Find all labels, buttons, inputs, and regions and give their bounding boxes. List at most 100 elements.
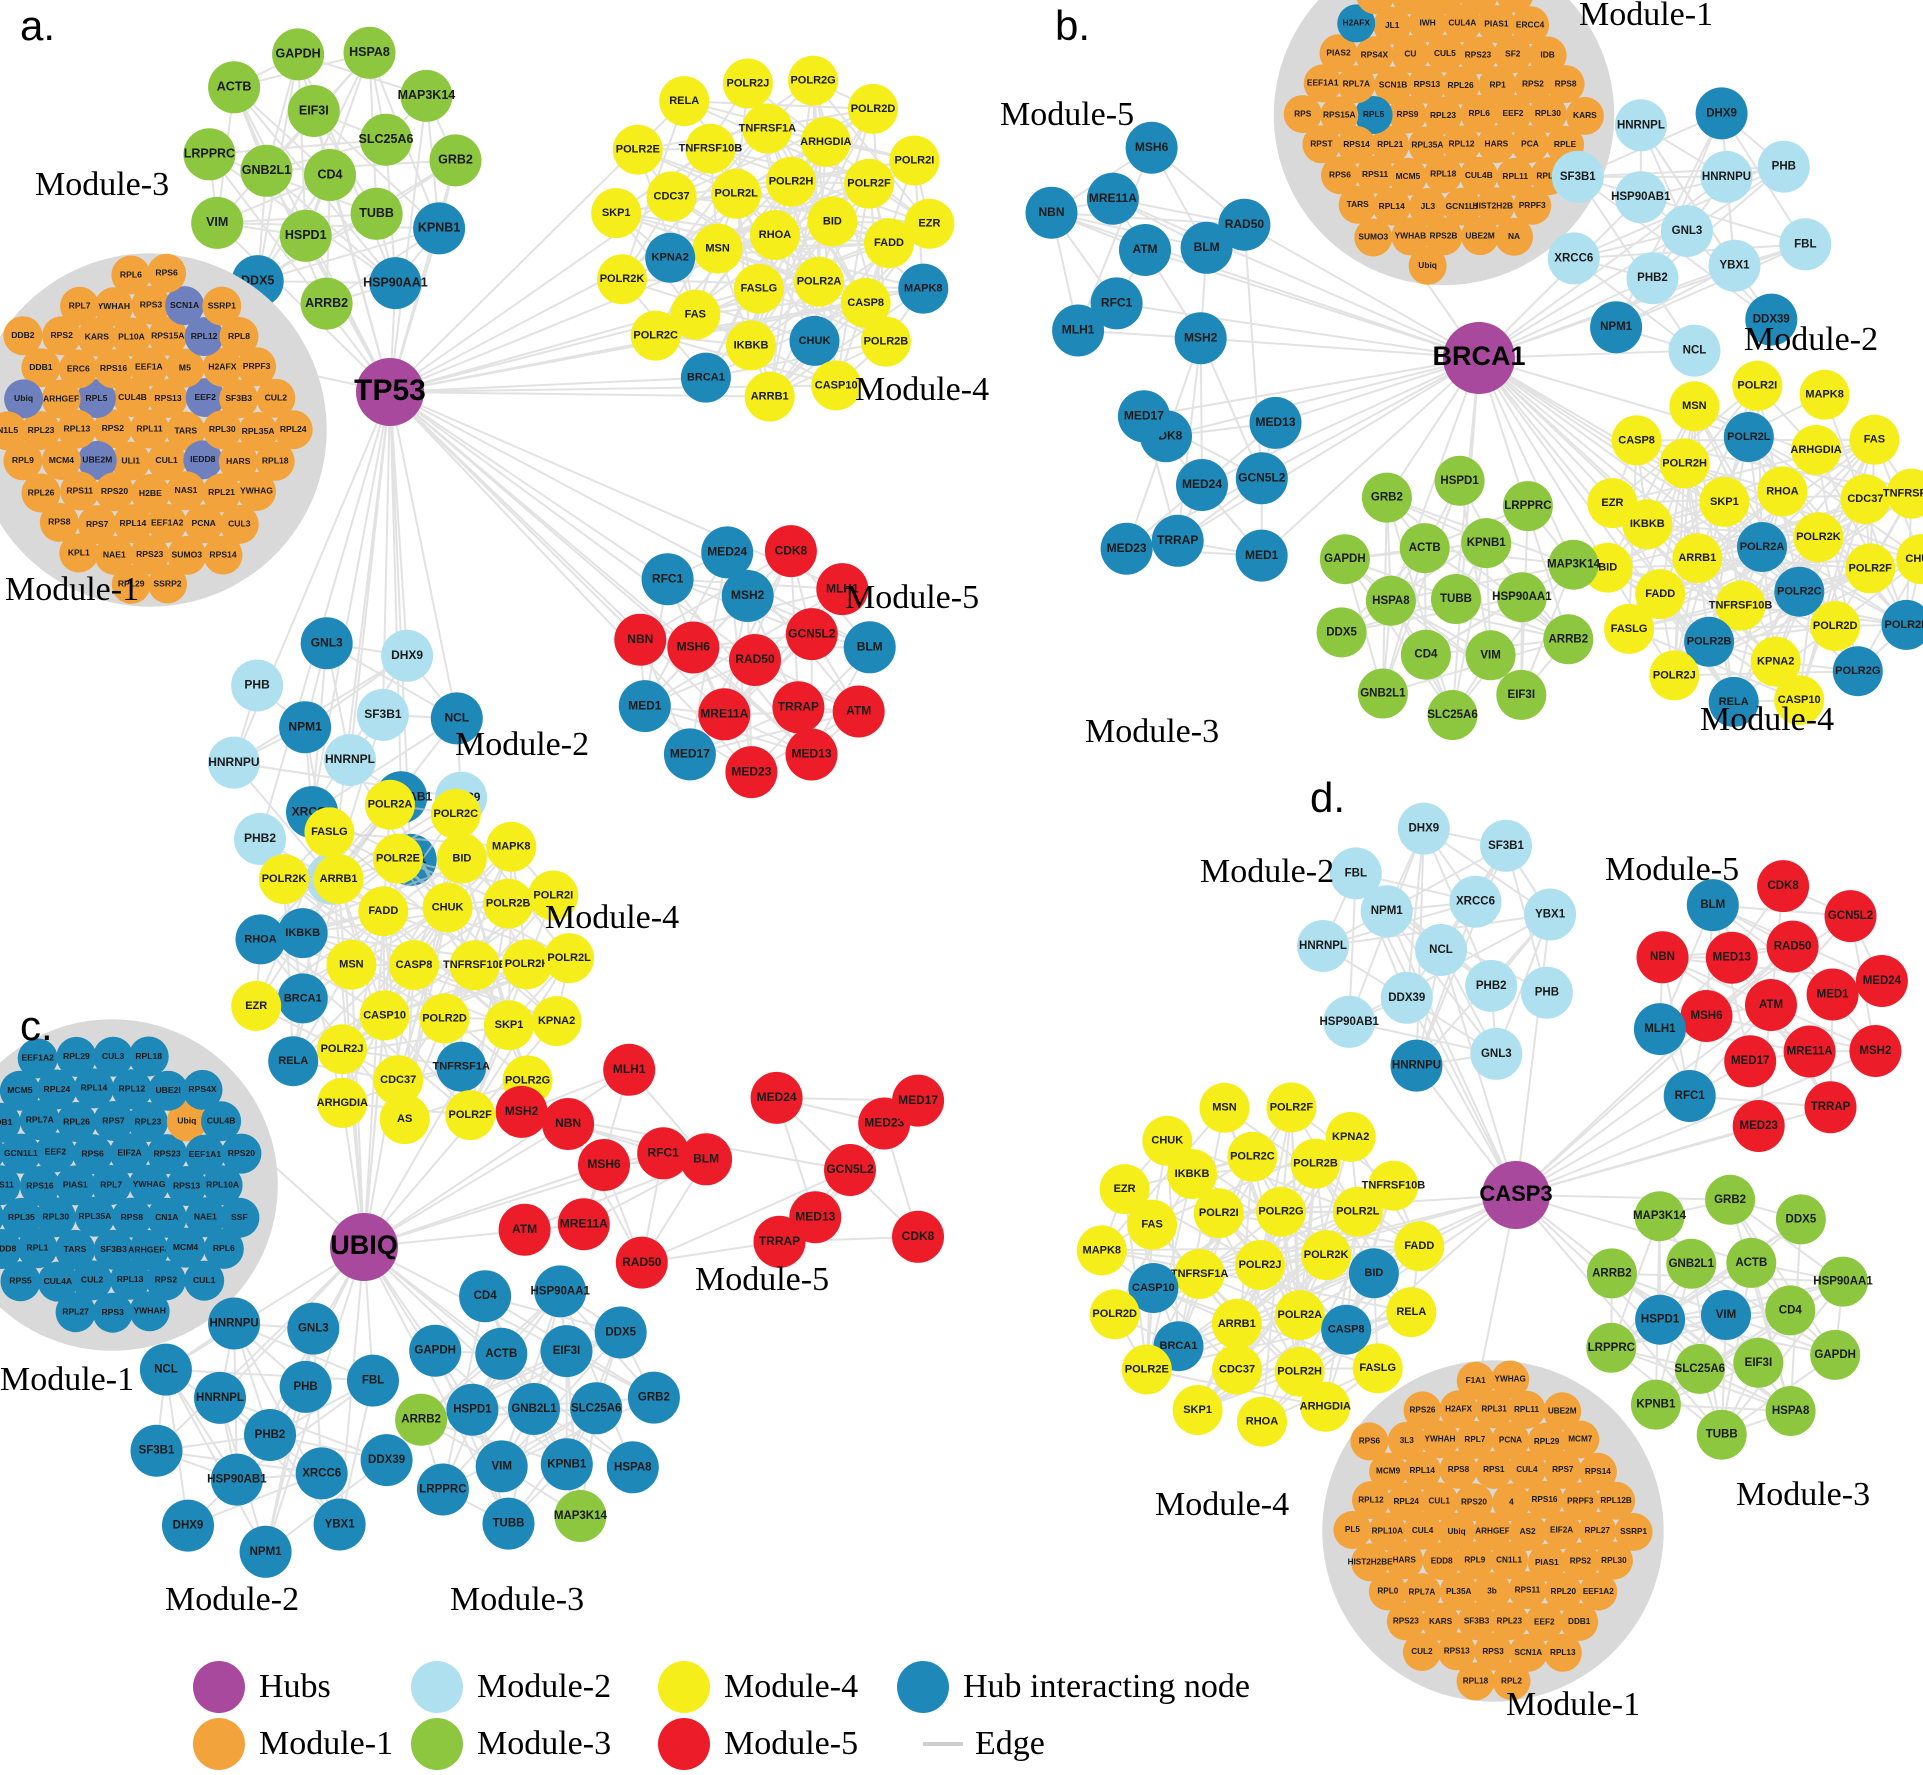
- svg-text:BLM: BLM: [1194, 240, 1220, 254]
- svg-text:CUL4: CUL4: [1412, 1526, 1434, 1535]
- svg-text:RPS6: RPS6: [1329, 169, 1351, 179]
- svg-text:RPS3: RPS3: [140, 299, 163, 309]
- svg-text:CUL1: CUL1: [193, 1275, 216, 1285]
- svg-text:HSP90AA1: HSP90AA1: [530, 1285, 590, 1297]
- svg-text:RPS6: RPS6: [1359, 1437, 1381, 1446]
- svg-text:RPS11: RPS11: [66, 485, 93, 495]
- svg-text:KPNA2: KPNA2: [652, 252, 689, 264]
- svg-text:RPL35: RPL35: [8, 1212, 35, 1222]
- svg-text:CASP10: CASP10: [363, 1009, 406, 1021]
- svg-text:ATM: ATM: [512, 1222, 537, 1236]
- svg-text:CU: CU: [1404, 48, 1416, 58]
- svg-text:EEF1A1: EEF1A1: [1307, 78, 1339, 88]
- svg-text:RPL29: RPL29: [1534, 1437, 1560, 1446]
- svg-text:FAS: FAS: [685, 309, 706, 321]
- svg-text:MCM4: MCM4: [173, 1242, 199, 1252]
- svg-text:RPL8: RPL8: [228, 331, 250, 341]
- svg-text:NPM1: NPM1: [1600, 321, 1633, 333]
- svg-text:FBL: FBL: [1345, 867, 1367, 879]
- svg-text:DDB1: DDB1: [29, 362, 53, 372]
- svg-text:BID: BID: [1364, 1267, 1383, 1279]
- svg-text:RHOA: RHOA: [759, 229, 791, 241]
- svg-text:RFC1: RFC1: [652, 571, 684, 585]
- svg-text:CASP3: CASP3: [1479, 1181, 1552, 1206]
- svg-text:Module-2: Module-2: [455, 726, 589, 763]
- svg-text:Module-4: Module-4: [1155, 1486, 1289, 1523]
- svg-text:ARHGDIA: ARHGDIA: [1300, 1401, 1351, 1413]
- svg-text:YWHAG: YWHAG: [133, 1179, 166, 1189]
- svg-text:MAP3K14: MAP3K14: [1547, 559, 1601, 571]
- svg-text:RPS26: RPS26: [1410, 1406, 1436, 1415]
- svg-text:HNRNPL: HNRNPL: [1617, 119, 1665, 131]
- svg-text:RPL7: RPL7: [69, 301, 91, 311]
- svg-text:PL5: PL5: [1345, 1525, 1360, 1534]
- svg-text:SKP1: SKP1: [602, 207, 631, 219]
- svg-text:RPS7: RPS7: [86, 519, 109, 529]
- svg-text:EEF2: EEF2: [1503, 108, 1524, 118]
- svg-text:MED24: MED24: [1182, 477, 1222, 491]
- svg-text:DDX5: DDX5: [1326, 626, 1357, 638]
- svg-text:POLR2A: POLR2A: [1277, 1309, 1322, 1321]
- svg-text:Module-5: Module-5: [1000, 96, 1134, 133]
- svg-text:EZR: EZR: [918, 218, 940, 230]
- svg-text:LRPPRC: LRPPRC: [1504, 500, 1551, 512]
- svg-text:PCNA: PCNA: [1499, 1436, 1522, 1445]
- svg-text:GNB2L1: GNB2L1: [1360, 688, 1406, 700]
- svg-text:MED1: MED1: [1817, 989, 1850, 1001]
- svg-text:POLR2C: POLR2C: [1230, 1151, 1275, 1163]
- svg-text:CD4: CD4: [1779, 1304, 1803, 1316]
- svg-text:RPS8: RPS8: [121, 1212, 144, 1222]
- svg-text:HSPD1: HSPD1: [1440, 475, 1479, 487]
- svg-text:Module-3: Module-3: [1736, 1476, 1870, 1513]
- svg-text:POLR2H: POLR2H: [505, 958, 550, 970]
- svg-text:XRCC6: XRCC6: [1456, 896, 1495, 908]
- svg-text:RPL10A: RPL10A: [1372, 1527, 1403, 1536]
- svg-text:PHB: PHB: [1535, 987, 1559, 999]
- svg-text:SLC25A6: SLC25A6: [1427, 709, 1478, 721]
- svg-text:RPST: RPST: [1310, 139, 1333, 149]
- svg-text:ARRB2: ARRB2: [305, 296, 348, 310]
- svg-text:RPL11: RPL11: [1502, 171, 1528, 181]
- svg-text:BRCA1: BRCA1: [687, 372, 725, 384]
- svg-text:POLR2J: POLR2J: [1239, 1259, 1282, 1271]
- svg-text:PIAS2: PIAS2: [1326, 48, 1351, 58]
- svg-text:GRB2: GRB2: [638, 1392, 670, 1404]
- svg-text:MED23: MED23: [864, 1116, 904, 1130]
- svg-text:CDC37: CDC37: [654, 190, 690, 202]
- svg-text:SF3B1: SF3B1: [1488, 840, 1524, 852]
- svg-text:MED1: MED1: [628, 698, 662, 712]
- svg-text:ACTB: ACTB: [485, 1348, 517, 1360]
- svg-text:POLR2A: POLR2A: [1740, 541, 1785, 553]
- svg-text:JL1: JL1: [1385, 20, 1400, 30]
- svg-text:RPL11: RPL11: [136, 423, 162, 433]
- svg-text:RPL27: RPL27: [62, 1306, 89, 1316]
- svg-text:HARS: HARS: [1393, 1555, 1417, 1564]
- svg-text:HSP90AB1: HSP90AB1: [1611, 191, 1671, 203]
- svg-text:GNB2L1: GNB2L1: [242, 163, 291, 177]
- svg-text:HNRNPU: HNRNPU: [208, 755, 259, 769]
- svg-text:ARRB1: ARRB1: [1218, 1318, 1256, 1330]
- svg-text:MAPK8: MAPK8: [1083, 1244, 1122, 1256]
- svg-text:POLR2I: POLR2I: [895, 154, 935, 166]
- svg-text:NPM1: NPM1: [1371, 905, 1404, 917]
- svg-text:SUMO3: SUMO3: [1358, 232, 1388, 242]
- svg-text:RPL7A: RPL7A: [26, 1114, 54, 1124]
- svg-text:POLR2C: POLR2C: [433, 808, 478, 820]
- svg-text:DDB1: DDB1: [0, 1117, 13, 1127]
- svg-text:NAE1: NAE1: [194, 1212, 217, 1222]
- svg-text:RPS2: RPS2: [1522, 79, 1544, 89]
- svg-text:FAS: FAS: [1864, 434, 1885, 446]
- svg-text:MED13: MED13: [791, 747, 831, 761]
- svg-text:SSF: SSF: [231, 1212, 248, 1222]
- svg-text:RPL24: RPL24: [44, 1084, 71, 1094]
- svg-text:PHB2: PHB2: [1476, 980, 1507, 992]
- svg-text:EDD8: EDD8: [1431, 1556, 1453, 1565]
- svg-text:RAD50: RAD50: [1774, 941, 1812, 953]
- svg-text:POLR2C: POLR2C: [633, 330, 678, 342]
- svg-text:EEF2: EEF2: [194, 392, 216, 402]
- svg-text:PHB: PHB: [244, 678, 270, 692]
- svg-text:RPL9: RPL9: [12, 455, 34, 465]
- svg-text:MLH1: MLH1: [1062, 323, 1095, 337]
- svg-text:MAPK8: MAPK8: [904, 283, 943, 295]
- svg-text:FASLG: FASLG: [1611, 623, 1648, 635]
